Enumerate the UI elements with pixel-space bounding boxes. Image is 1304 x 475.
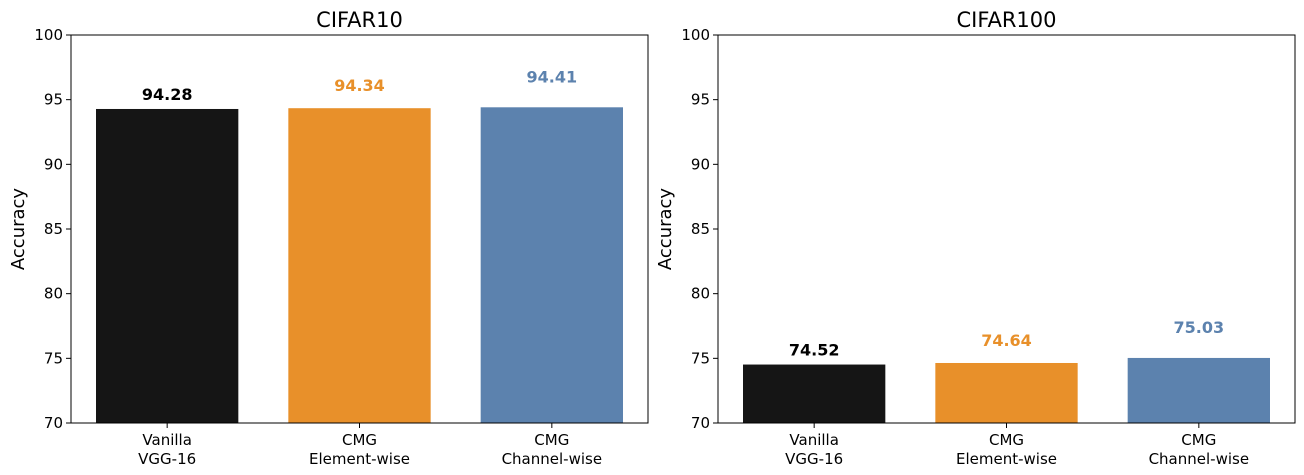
y-tick-label: 75 <box>691 349 710 367</box>
x-tick-label: CMG <box>989 431 1024 449</box>
y-tick-label: 90 <box>691 155 710 173</box>
y-tick-label: 85 <box>691 220 710 238</box>
x-tick-label: Channel-wise <box>1149 450 1249 468</box>
x-tick-label: VGG-16 <box>138 450 196 468</box>
x-tick-label: Vanilla <box>142 431 192 449</box>
chart-title: CIFAR10 <box>316 8 403 32</box>
x-tick-label: CMG <box>534 431 569 449</box>
bar <box>743 364 886 423</box>
x-tick-label: Channel-wise <box>502 450 602 468</box>
y-tick-label: 90 <box>44 155 63 173</box>
chart-panel-2: CIFAR100 Accuracy 70 75 80 85 90 95 100 74.52 Vani… <box>655 8 1296 468</box>
chart-title: CIFAR100 <box>956 8 1056 32</box>
bar <box>935 362 1078 423</box>
y-tick-label: 95 <box>691 91 710 109</box>
y-tick-label: 75 <box>44 349 63 367</box>
y-tick-label: 70 <box>691 414 710 432</box>
x-tick-label: Element-wise <box>956 450 1057 468</box>
y-tick-label: 100 <box>34 26 63 44</box>
data-label: 94.41 <box>527 67 578 86</box>
x-tick-label: Element-wise <box>309 450 410 468</box>
y-tick-label: 80 <box>691 285 710 303</box>
y-axis-label: Accuracy <box>8 188 29 271</box>
x-tick-label: Vanilla <box>789 431 839 449</box>
y-tick-label: 70 <box>44 414 63 432</box>
y-axis-label: Accuracy <box>655 188 676 271</box>
y-tick-label: 95 <box>44 91 63 109</box>
bar <box>96 108 239 423</box>
y-tick-label: 85 <box>44 220 63 238</box>
bar <box>480 107 623 423</box>
x-tick-label: VGG-16 <box>785 450 843 468</box>
data-label: 94.28 <box>142 85 193 104</box>
plot-frame <box>70 34 649 424</box>
y-tick-label: 80 <box>44 285 63 303</box>
bar <box>1127 357 1270 423</box>
plot-frame <box>717 34 1296 424</box>
bar <box>288 108 431 423</box>
chart-panel-1: CIFAR10 Accuracy 70 75 80 85 90 95 100 94.28 Vanil… <box>8 8 649 468</box>
data-label: 74.52 <box>789 341 840 360</box>
y-tick-label: 100 <box>681 26 710 44</box>
data-label: 75.03 <box>1174 318 1225 337</box>
data-label: 94.34 <box>334 76 385 95</box>
x-tick-label: CMG <box>1181 431 1216 449</box>
x-tick-label: CMG <box>342 431 377 449</box>
data-label: 74.64 <box>981 331 1032 350</box>
